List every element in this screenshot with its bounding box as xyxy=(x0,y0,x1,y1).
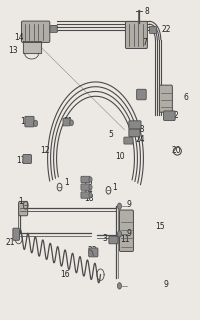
FancyBboxPatch shape xyxy=(25,116,34,127)
Text: 6: 6 xyxy=(183,93,188,102)
Text: 5: 5 xyxy=(108,130,112,139)
Text: 1: 1 xyxy=(64,178,69,187)
Text: 14: 14 xyxy=(14,33,23,42)
FancyBboxPatch shape xyxy=(159,85,172,112)
Text: 23: 23 xyxy=(87,246,97,255)
Text: 17: 17 xyxy=(16,156,25,164)
Circle shape xyxy=(117,283,121,289)
Text: 1: 1 xyxy=(112,183,116,192)
FancyBboxPatch shape xyxy=(128,121,140,129)
FancyBboxPatch shape xyxy=(81,176,90,183)
FancyBboxPatch shape xyxy=(63,118,70,126)
FancyBboxPatch shape xyxy=(136,89,145,100)
FancyBboxPatch shape xyxy=(21,21,50,43)
Text: 1: 1 xyxy=(18,197,23,206)
Circle shape xyxy=(117,203,121,209)
Text: 2: 2 xyxy=(173,111,178,120)
Circle shape xyxy=(88,177,92,182)
Text: 21: 21 xyxy=(6,238,15,247)
Text: 15: 15 xyxy=(155,222,164,231)
FancyBboxPatch shape xyxy=(88,248,97,257)
Text: 10: 10 xyxy=(115,152,125,161)
Text: 25: 25 xyxy=(83,178,93,187)
FancyBboxPatch shape xyxy=(123,137,132,144)
Polygon shape xyxy=(23,41,40,53)
Text: 22: 22 xyxy=(50,25,59,34)
Circle shape xyxy=(88,185,92,190)
Text: 4: 4 xyxy=(137,92,142,101)
Text: 21: 21 xyxy=(63,117,73,126)
Text: 16: 16 xyxy=(59,270,69,279)
Text: 13: 13 xyxy=(8,45,17,55)
Text: 18: 18 xyxy=(135,125,144,134)
Text: 18: 18 xyxy=(83,194,93,203)
FancyBboxPatch shape xyxy=(119,210,133,252)
FancyBboxPatch shape xyxy=(50,26,57,33)
FancyBboxPatch shape xyxy=(81,192,90,198)
Text: 20: 20 xyxy=(171,146,180,155)
FancyBboxPatch shape xyxy=(149,27,156,34)
Text: 9: 9 xyxy=(163,280,168,289)
Text: 7: 7 xyxy=(141,38,146,47)
Circle shape xyxy=(69,120,73,125)
Text: 12: 12 xyxy=(40,146,49,155)
FancyBboxPatch shape xyxy=(128,129,139,137)
Text: 3: 3 xyxy=(102,234,106,243)
Text: 8: 8 xyxy=(143,7,148,16)
Text: 9: 9 xyxy=(125,229,130,238)
FancyBboxPatch shape xyxy=(108,236,117,244)
Text: 22: 22 xyxy=(161,25,170,34)
Circle shape xyxy=(117,231,121,237)
FancyBboxPatch shape xyxy=(19,201,28,216)
Text: 24: 24 xyxy=(83,186,93,195)
Text: 24: 24 xyxy=(135,135,145,144)
FancyBboxPatch shape xyxy=(125,21,147,49)
Text: 19: 19 xyxy=(20,117,29,126)
Circle shape xyxy=(33,120,37,126)
FancyBboxPatch shape xyxy=(81,184,90,190)
Text: 11: 11 xyxy=(119,235,129,244)
Text: 9: 9 xyxy=(125,200,130,209)
FancyBboxPatch shape xyxy=(13,228,19,240)
Circle shape xyxy=(88,193,92,197)
FancyBboxPatch shape xyxy=(23,155,31,164)
FancyBboxPatch shape xyxy=(163,111,174,121)
